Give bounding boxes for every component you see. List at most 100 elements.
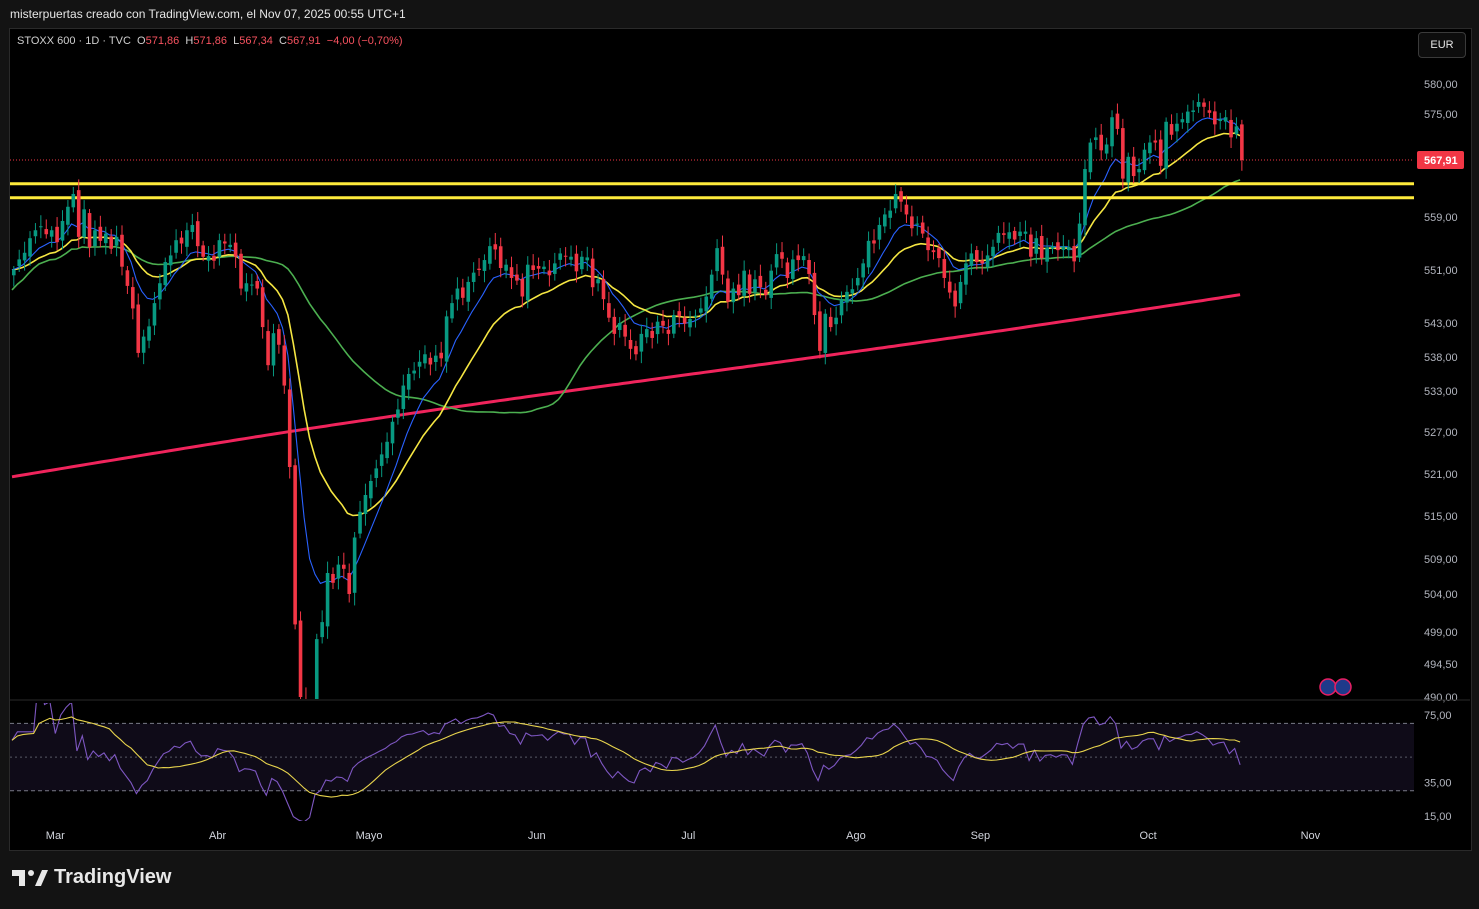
candle	[601, 270, 606, 311]
candle-body	[1213, 111, 1217, 125]
candle-body	[358, 511, 362, 534]
candle-body	[785, 262, 790, 278]
symbol-label[interactable]: STOXX 600 · 1D · TVC	[17, 35, 131, 47]
candle	[1185, 104, 1190, 133]
candle-body	[379, 454, 384, 466]
candle-body	[277, 329, 281, 345]
candle-body	[774, 254, 779, 268]
candle-body	[1158, 139, 1163, 166]
candle	[212, 244, 216, 269]
candle	[504, 259, 508, 279]
candle	[677, 302, 682, 328]
candle-body	[87, 213, 92, 248]
x-axis-month-label: Sep	[971, 830, 991, 842]
candle-body	[791, 259, 795, 279]
candle-body	[1094, 137, 1098, 141]
candle	[991, 239, 995, 268]
candle-body	[1088, 142, 1093, 173]
candle-body	[931, 250, 936, 253]
candle-body	[433, 355, 438, 363]
candle	[872, 229, 876, 254]
candle	[239, 249, 243, 296]
candle-body	[915, 223, 920, 225]
candle	[93, 220, 97, 256]
candle	[542, 261, 546, 275]
candle-body	[693, 315, 698, 317]
candle	[1077, 212, 1082, 263]
candle-body	[834, 317, 838, 325]
candle	[850, 278, 855, 304]
candle	[55, 217, 59, 251]
candle-body	[1018, 231, 1022, 236]
candle-body	[1056, 242, 1060, 251]
candle-body	[580, 256, 584, 270]
candle	[883, 207, 887, 234]
candle-body	[1002, 233, 1006, 235]
candle	[1131, 146, 1136, 184]
price-tick-label: 559,00	[1424, 212, 1458, 224]
candle	[28, 231, 32, 266]
candle-body	[342, 564, 346, 569]
candle-body	[1202, 102, 1206, 107]
candle	[305, 687, 307, 699]
candle	[222, 233, 227, 255]
candle	[396, 398, 400, 425]
candle-body	[644, 329, 649, 338]
candle	[374, 459, 379, 488]
high-label: H	[185, 35, 194, 47]
candle	[666, 319, 671, 346]
candle	[823, 309, 828, 365]
rsi-line	[11, 703, 1241, 821]
candle	[158, 273, 162, 310]
candle-body	[1083, 169, 1087, 226]
candle-body	[493, 244, 498, 250]
candle-body	[964, 263, 968, 285]
candle	[937, 243, 941, 268]
candle	[488, 237, 492, 270]
currency-button[interactable]: EUR	[1418, 32, 1466, 58]
candle	[379, 442, 384, 478]
candle	[888, 200, 893, 230]
candle	[558, 247, 563, 270]
candle	[531, 254, 535, 279]
candle	[433, 344, 438, 371]
candle-body	[661, 320, 665, 326]
candle-body	[103, 233, 108, 244]
candle-body	[1099, 134, 1104, 151]
candle	[1115, 103, 1120, 135]
candle-body	[1077, 223, 1082, 258]
candle	[574, 245, 579, 283]
candle-body	[942, 258, 947, 278]
candle-body	[190, 224, 195, 232]
candle	[845, 285, 849, 312]
candle	[515, 264, 519, 285]
tradingview-logo[interactable]: TradingView	[12, 866, 171, 889]
candle	[120, 225, 124, 276]
candle	[44, 219, 49, 239]
candle-body	[715, 248, 719, 272]
candle-body	[893, 193, 898, 209]
candle	[736, 273, 741, 301]
candle-body	[899, 191, 903, 202]
price-axis: 580,00 575,00 559,00 551,00 543,00 538,00 533,…	[1417, 79, 1464, 704]
candle-body	[574, 253, 579, 272]
candle-body	[222, 241, 227, 244]
candle	[682, 306, 687, 332]
candle	[796, 244, 801, 272]
candle	[406, 367, 411, 400]
candle	[1007, 222, 1012, 250]
candle	[1202, 98, 1206, 118]
candle-body	[228, 244, 232, 248]
candle-body	[466, 281, 471, 302]
candle-body	[612, 316, 617, 334]
candle	[423, 345, 427, 369]
x-axis-month-label: Ago	[846, 830, 866, 842]
candle	[190, 213, 195, 240]
candle	[1094, 127, 1098, 150]
candle-body	[206, 256, 211, 261]
candle	[450, 294, 454, 323]
candle-body	[450, 303, 454, 319]
candle-body	[531, 265, 535, 270]
candle-body	[369, 481, 373, 499]
